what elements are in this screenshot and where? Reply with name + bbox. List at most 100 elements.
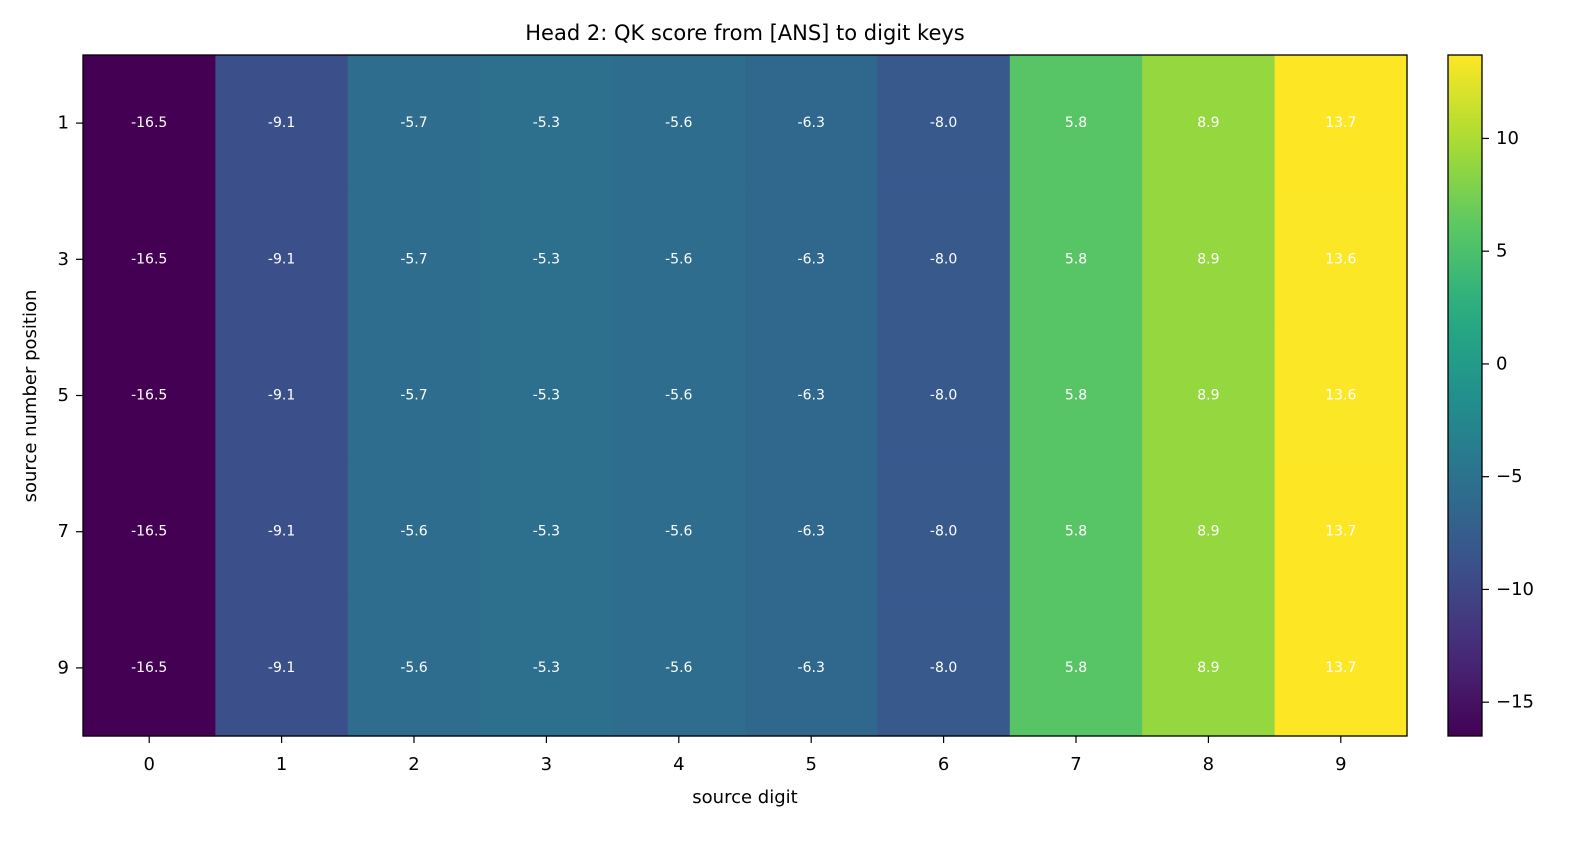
y-axis-label: source number position bbox=[20, 290, 41, 503]
heatmap-cell bbox=[83, 599, 216, 737]
heatmap-cell bbox=[83, 463, 216, 601]
colorbar: −15 −10 −5 0 5 10 bbox=[1447, 54, 1534, 737]
colorbar-tick-label: −5 bbox=[1496, 466, 1523, 487]
cell-value-label: -9.1 bbox=[268, 524, 295, 540]
x-tick-label: 6 bbox=[938, 754, 949, 775]
cell-value-label: -16.5 bbox=[131, 115, 167, 131]
heatmap-cell bbox=[1009, 191, 1143, 328]
cell-value-label: -16.5 bbox=[131, 388, 167, 404]
cell-value-label: -8.0 bbox=[930, 388, 957, 404]
chart-title: Head 2: QK score from [ANS] to digit key… bbox=[525, 21, 964, 45]
cell-value-label: -5.6 bbox=[400, 524, 427, 540]
cell-value-label: -5.3 bbox=[533, 524, 560, 540]
colorbar-frame bbox=[1447, 54, 1483, 737]
y-axis: 1 3 5 7 9 bbox=[58, 113, 83, 678]
cell-value-label: -5.6 bbox=[400, 660, 427, 676]
cell-value-label: -5.7 bbox=[400, 388, 427, 404]
cell-value-label: 5.8 bbox=[1065, 115, 1087, 131]
heatmap-cell bbox=[877, 599, 1011, 737]
heatmap-cell bbox=[1274, 55, 1408, 192]
heatmap-cell bbox=[745, 191, 878, 328]
x-tick-label: 3 bbox=[541, 754, 552, 775]
y-tick-label: 5 bbox=[58, 385, 69, 406]
heatmap-cell bbox=[215, 55, 349, 192]
heatmap-cell bbox=[1142, 463, 1276, 601]
cell-value-label: -16.5 bbox=[131, 660, 167, 676]
cell-value-label: -9.1 bbox=[268, 251, 295, 267]
heatmap-cell bbox=[83, 327, 216, 465]
cell-value-label: -16.5 bbox=[131, 524, 167, 540]
cell-value-label: 8.9 bbox=[1197, 251, 1219, 267]
cell-value-label: -6.3 bbox=[798, 660, 825, 676]
cell-value-label: -5.3 bbox=[533, 115, 560, 131]
cell-value-label: -6.3 bbox=[798, 524, 825, 540]
heatmap-cell bbox=[215, 191, 349, 328]
heatmap-cell bbox=[877, 463, 1011, 601]
heatmap-cell bbox=[745, 599, 878, 737]
cell-value-label: 8.9 bbox=[1197, 660, 1219, 676]
heatmap-cells bbox=[83, 55, 1408, 737]
x-tick-label: 0 bbox=[143, 754, 154, 775]
x-tick-label: 9 bbox=[1335, 754, 1346, 775]
heatmap-cell bbox=[612, 55, 746, 192]
heatmap-cell bbox=[480, 463, 614, 601]
x-tick-label: 8 bbox=[1203, 754, 1214, 775]
colorbar-tick-label: 0 bbox=[1496, 353, 1507, 374]
heatmap-cell bbox=[877, 327, 1011, 465]
cell-value-label: -5.7 bbox=[400, 251, 427, 267]
cell-value-label: -5.6 bbox=[665, 524, 692, 540]
x-axis-label: source digit bbox=[692, 787, 797, 808]
cell-value-label: -9.1 bbox=[268, 388, 295, 404]
cell-value-label: -5.7 bbox=[400, 115, 427, 131]
cell-value-label: 5.8 bbox=[1065, 388, 1087, 404]
cell-value-label: -5.6 bbox=[665, 251, 692, 267]
heatmap-cell bbox=[480, 191, 614, 328]
y-tick-label: 1 bbox=[58, 113, 69, 134]
cell-value-label: 5.8 bbox=[1065, 660, 1087, 676]
y-tick-label: 7 bbox=[58, 521, 69, 542]
heatmap-cell bbox=[1142, 599, 1276, 737]
heatmap-cell bbox=[83, 191, 216, 328]
heatmap-cell bbox=[745, 463, 878, 601]
heatmap-cell bbox=[612, 599, 746, 737]
cell-value-label: -6.3 bbox=[798, 388, 825, 404]
cell-value-label: -8.0 bbox=[930, 115, 957, 131]
x-tick-label: 5 bbox=[805, 754, 816, 775]
heatmap-cell bbox=[877, 191, 1011, 328]
cell-value-labels: -16.5 -9.1 -5.7 -5.3 -5.6 -6.3 -8.0 5.8 8.9 13.7 -… bbox=[131, 115, 1356, 676]
cell-value-label: 13.6 bbox=[1325, 251, 1356, 267]
colorbar-tick-label: 5 bbox=[1496, 241, 1507, 262]
heatmap-cell bbox=[612, 191, 746, 328]
heatmap-cell bbox=[1009, 463, 1143, 601]
colorbar-tick-label: 10 bbox=[1496, 128, 1519, 149]
cell-value-label: -6.3 bbox=[798, 115, 825, 131]
cell-value-label: -5.3 bbox=[533, 660, 560, 676]
heatmap-cell bbox=[1274, 599, 1408, 737]
cell-value-label: 5.8 bbox=[1065, 251, 1087, 267]
cell-value-label: -9.1 bbox=[268, 660, 295, 676]
y-tick-label: 9 bbox=[58, 657, 69, 678]
heatmap-cell bbox=[1009, 327, 1143, 465]
colorbar-gradient bbox=[1448, 55, 1482, 736]
x-tick-label: 1 bbox=[276, 754, 287, 775]
cell-value-label: -8.0 bbox=[930, 660, 957, 676]
cell-value-label: -16.5 bbox=[131, 251, 167, 267]
heatmap-cell bbox=[347, 327, 481, 465]
heatmap-cell bbox=[480, 55, 614, 192]
colorbar-tick-label: −10 bbox=[1496, 579, 1534, 600]
cell-value-label: 8.9 bbox=[1197, 524, 1219, 540]
heatmap-cell bbox=[612, 327, 746, 465]
heatmap-cell bbox=[1142, 191, 1276, 328]
cell-value-label: 13.6 bbox=[1325, 388, 1356, 404]
colorbar-tick-label: −15 bbox=[1496, 692, 1534, 713]
y-tick-label: 3 bbox=[58, 249, 69, 270]
x-tick-label: 4 bbox=[673, 754, 684, 775]
heatmap-cell bbox=[745, 55, 878, 192]
heatmap-cell bbox=[612, 463, 746, 601]
heatmap-cell bbox=[745, 327, 878, 465]
heatmap-cell bbox=[1009, 55, 1143, 192]
heatmap-cell bbox=[1274, 463, 1408, 601]
cell-value-label: 13.7 bbox=[1325, 115, 1356, 131]
heatmap-cell bbox=[215, 327, 349, 465]
